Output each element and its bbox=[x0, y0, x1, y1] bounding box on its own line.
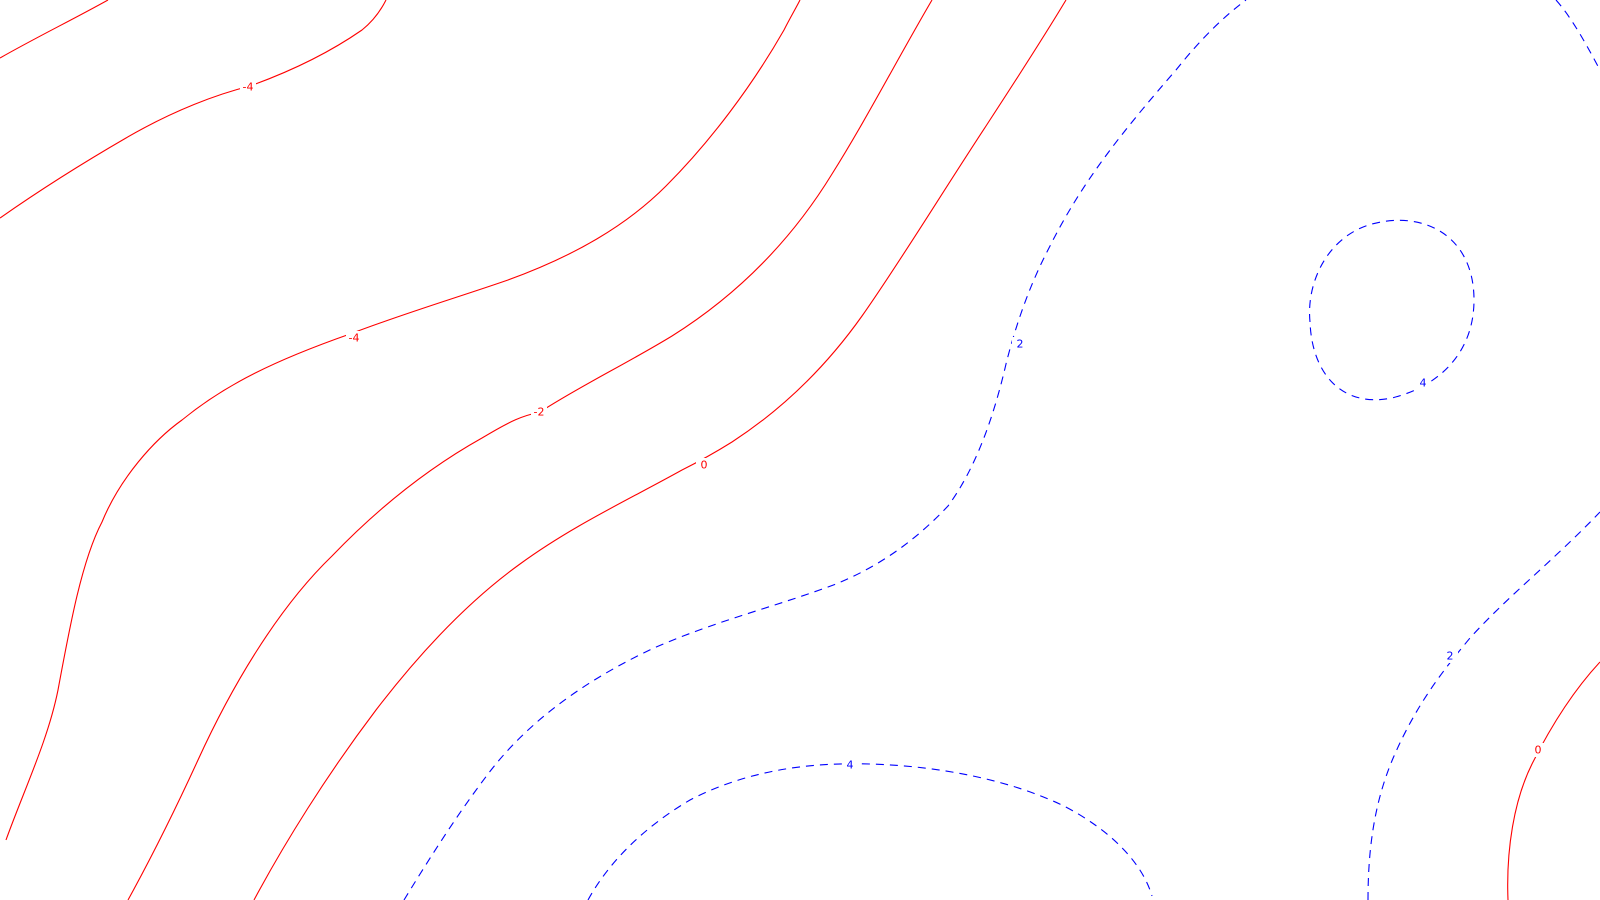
contour-line-upper-neg4 bbox=[0, 0, 387, 219]
contour-line-top-right-edge bbox=[1555, 0, 1600, 71]
contour-label-background-zero-right-0 bbox=[1530, 743, 1546, 757]
contour-line-pos2-right bbox=[1367, 511, 1600, 900]
contour-label-neg2-0: -2 bbox=[534, 406, 545, 419]
contour-label-upper-neg4-0: -4 bbox=[243, 81, 254, 94]
contour-label-background-pos2-main-0 bbox=[1012, 337, 1028, 351]
contour-label-background-lower-neg4-0 bbox=[346, 331, 362, 345]
contour-label-lower-neg4-0: -4 bbox=[349, 332, 360, 345]
contour-line-lower-neg4 bbox=[5, 0, 801, 841]
contour-labels: -4 -4 -2 0 2 4 4 2 0 bbox=[240, 80, 1546, 772]
contour-label-pos4-bottom-0: 4 bbox=[847, 759, 854, 772]
contour-line-pos2-main bbox=[403, 0, 1247, 900]
contour-label-background-pos4-circle-0 bbox=[1415, 376, 1431, 390]
contour-label-pos4-circle-0: 4 bbox=[1420, 377, 1427, 390]
contour-line-zero-right bbox=[1507, 661, 1600, 900]
contour-label-pos2-right-0: 2 bbox=[1447, 650, 1454, 663]
contour-label-background-pos4-bottom-0 bbox=[842, 758, 858, 772]
contour-label-background-upper-neg4-0 bbox=[240, 80, 256, 94]
contour-label-zero-right-0: 0 bbox=[1535, 744, 1542, 757]
contour-line-neg2 bbox=[127, 0, 933, 900]
contour-label-zero-main-0: 0 bbox=[701, 459, 708, 472]
contour-label-pos2-main-0: 2 bbox=[1017, 338, 1024, 351]
contour-label-background-pos2-right-0 bbox=[1442, 649, 1458, 663]
contour-line-pos4-circle bbox=[1308, 219, 1475, 401]
contour-label-background-neg2-0 bbox=[531, 405, 547, 419]
contour-label-background-zero-main-0 bbox=[696, 458, 712, 472]
contour-line-pos4-bottom bbox=[587, 763, 1153, 900]
